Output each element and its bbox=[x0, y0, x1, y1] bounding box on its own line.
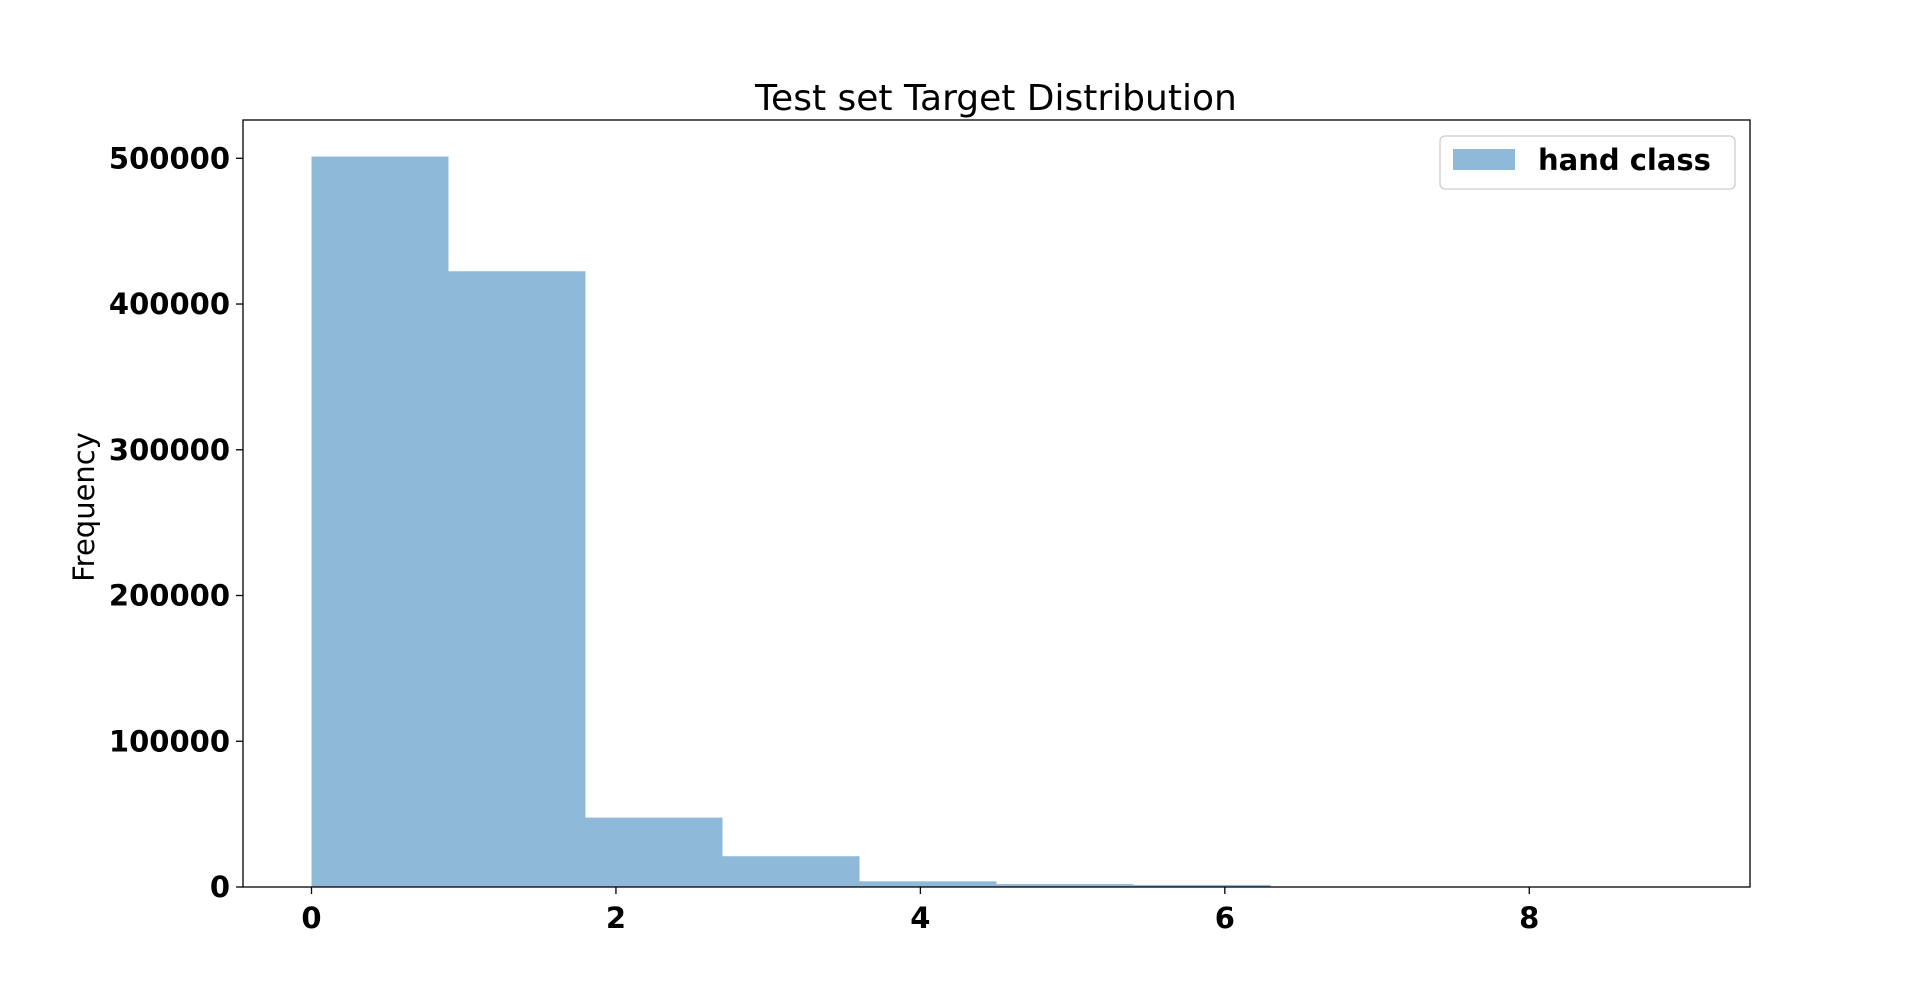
x-tick-label: 6 bbox=[1215, 901, 1235, 935]
histogram-bar bbox=[723, 856, 860, 887]
histogram-bars bbox=[312, 157, 1682, 887]
histogram-bar bbox=[449, 271, 586, 887]
y-tick-label: 500000 bbox=[109, 141, 230, 175]
y-tick-label: 0 bbox=[210, 870, 230, 904]
x-tick-label: 4 bbox=[910, 901, 930, 935]
legend-swatch bbox=[1453, 149, 1515, 170]
y-tick-label: 100000 bbox=[109, 724, 230, 758]
x-tick-label: 8 bbox=[1519, 901, 1539, 935]
legend: hand class bbox=[1440, 136, 1735, 189]
y-axis-label: Frequency bbox=[67, 432, 101, 582]
x-tick-label: 0 bbox=[301, 901, 321, 935]
y-tick-label: 400000 bbox=[109, 287, 230, 321]
histogram-bar bbox=[860, 881, 997, 887]
legend-entry-label: hand class bbox=[1538, 143, 1711, 177]
chart-title: Test set Target Distribution bbox=[754, 78, 1237, 119]
y-tick-label: 300000 bbox=[109, 433, 230, 467]
y-tick-label: 200000 bbox=[109, 579, 230, 613]
histogram-bar bbox=[586, 818, 723, 887]
histogram-bar bbox=[312, 157, 449, 887]
x-tick-label: 2 bbox=[606, 901, 626, 935]
